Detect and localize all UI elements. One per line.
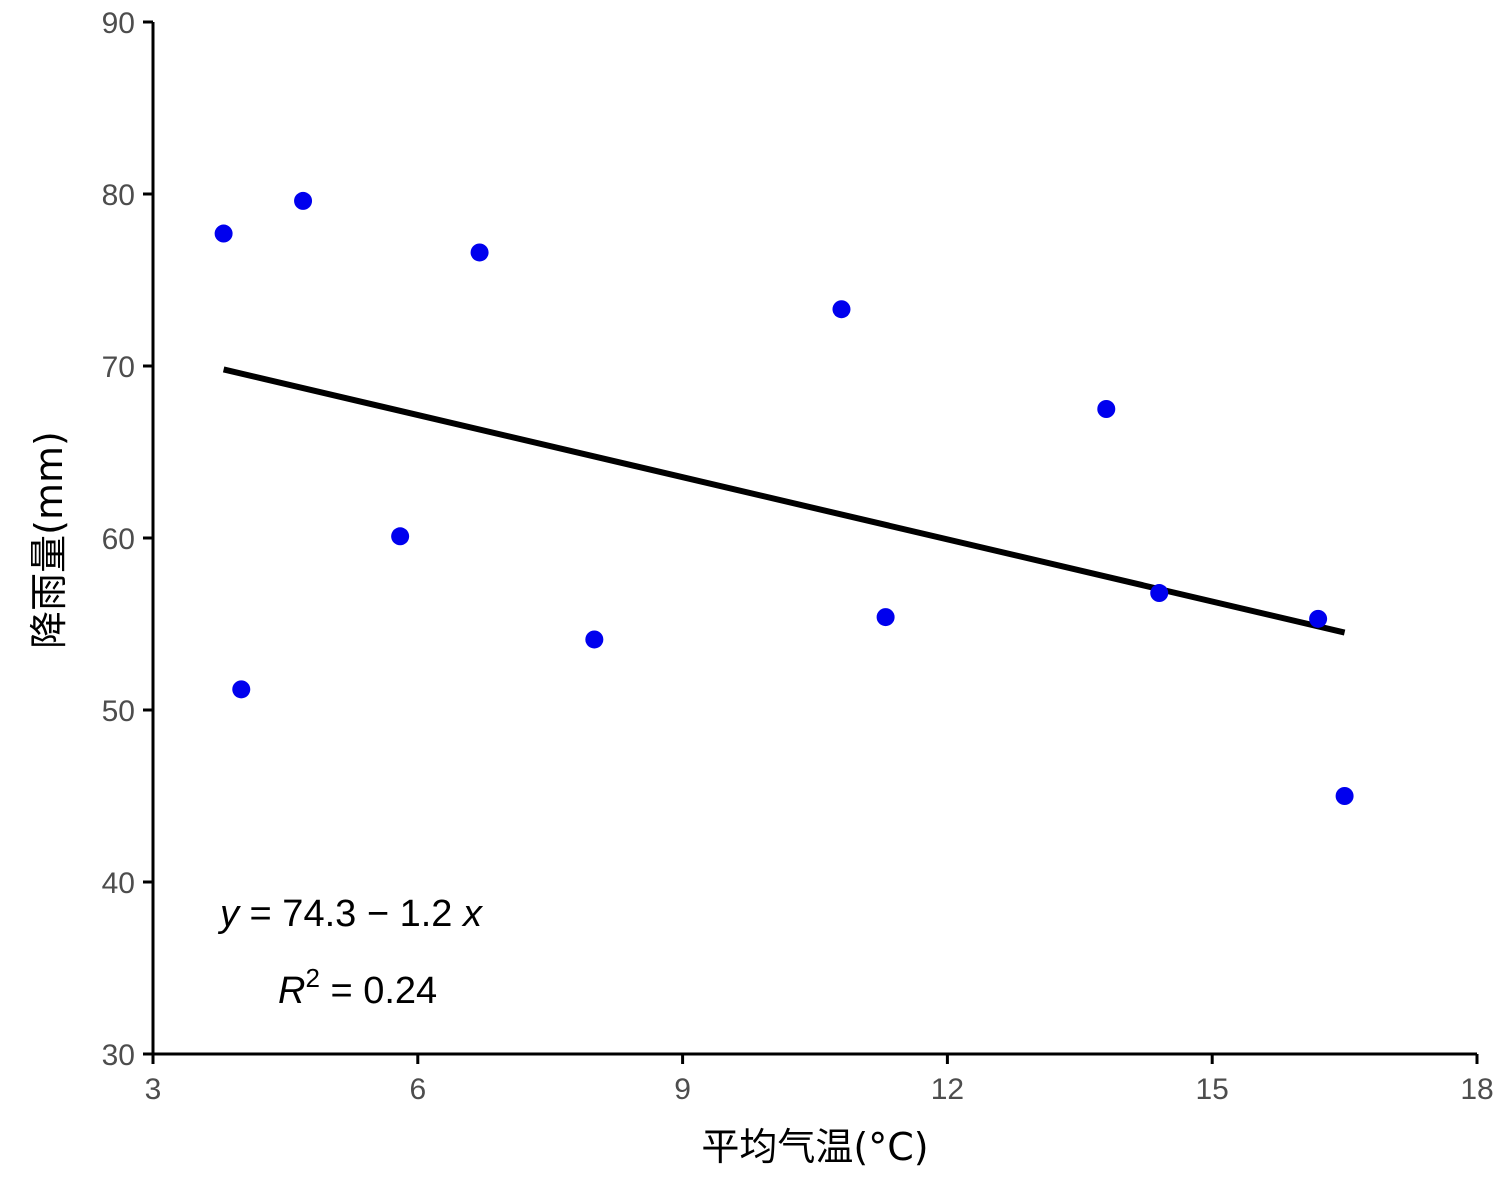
y-tick-label: 30 — [102, 1039, 135, 1072]
regression-layer — [222, 366, 1346, 636]
data-point — [876, 608, 895, 627]
equation-y-var: y — [217, 893, 241, 935]
data-point — [1309, 609, 1328, 628]
data-point — [232, 680, 251, 699]
y-tick-label: 80 — [102, 179, 135, 212]
x-tick-label: 12 — [931, 1073, 964, 1106]
equation-x-var: x — [461, 893, 484, 935]
y-tick-label: 90 — [102, 7, 135, 40]
r-squared-r: R — [278, 970, 305, 1012]
equation-body: = 74.3 − 1.2 — [239, 893, 463, 935]
y-ticks: 30 40 50 60 70 80 90 — [102, 7, 153, 1072]
y-tick-label: 70 — [102, 351, 135, 384]
data-point — [832, 300, 851, 319]
data-point — [585, 630, 604, 649]
r-squared-superscript: 2 — [305, 963, 319, 993]
data-point — [470, 243, 489, 262]
x-tick-label: 3 — [145, 1073, 162, 1106]
x-tick-label: 15 — [1196, 1073, 1229, 1106]
y-axis-title: 降雨量(mm) — [27, 431, 71, 649]
x-axis-title: 平均气温(°C) — [701, 1125, 928, 1169]
x-tick-label: 9 — [674, 1073, 691, 1106]
data-point — [1097, 400, 1116, 418]
data-point — [391, 527, 410, 546]
points-layer — [214, 191, 1354, 805]
r-squared-value: = 0.24 — [320, 970, 437, 1012]
r-squared-label: R2 = 0.24 — [278, 963, 437, 1012]
x-ticks: 3 6 9 12 15 18 — [145, 1054, 1494, 1106]
x-tick-label: 6 — [409, 1073, 426, 1106]
data-point — [1150, 584, 1169, 603]
regression-line — [222, 366, 1346, 636]
regression-equation: y = 74.3 − 1.2 x — [217, 893, 484, 935]
y-tick-label: 60 — [102, 523, 135, 556]
y-tick-label: 40 — [102, 867, 135, 900]
y-tick-label: 50 — [102, 695, 135, 728]
data-point — [294, 191, 313, 210]
data-point — [214, 224, 233, 243]
x-tick-label: 18 — [1460, 1073, 1493, 1106]
data-point — [1335, 787, 1354, 805]
